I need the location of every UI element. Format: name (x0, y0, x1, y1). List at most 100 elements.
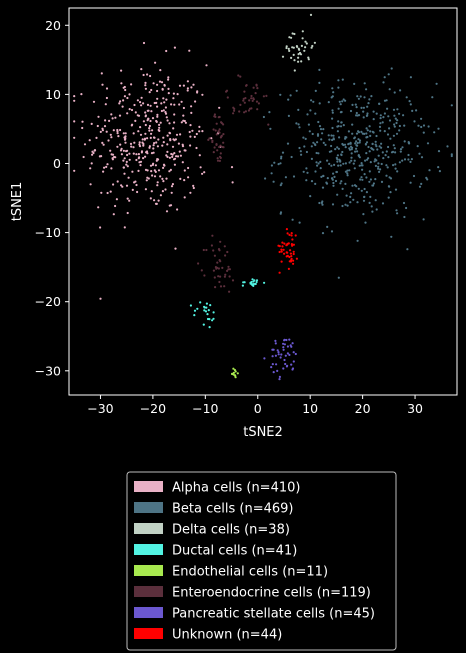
data-point (368, 180, 371, 183)
data-point (357, 187, 360, 190)
data-point (277, 163, 280, 166)
data-point (316, 164, 319, 167)
data-point (119, 143, 122, 146)
data-point (290, 363, 293, 366)
data-point (355, 111, 358, 115)
data-point (348, 169, 351, 172)
data-point (331, 126, 334, 130)
data-point (186, 89, 189, 92)
data-point (153, 142, 156, 145)
data-point (154, 202, 158, 205)
data-point (299, 150, 302, 153)
data-point (173, 163, 176, 166)
data-point (206, 317, 210, 321)
data-point (344, 182, 347, 185)
data-point (116, 180, 119, 183)
data-point (420, 156, 424, 159)
data-point (297, 123, 300, 126)
data-point (399, 150, 402, 153)
data-point (403, 124, 406, 127)
data-point (215, 133, 218, 136)
data-point (146, 109, 149, 112)
data-point (336, 160, 339, 163)
data-point (385, 99, 388, 102)
data-point (152, 144, 155, 147)
data-point (313, 41, 316, 44)
data-point (279, 162, 282, 165)
data-point (165, 116, 168, 119)
data-point (142, 73, 145, 77)
data-point (291, 32, 294, 35)
data-point (114, 116, 117, 119)
data-point (382, 157, 385, 160)
data-point (161, 177, 164, 180)
data-point (112, 213, 115, 216)
data-point (160, 109, 163, 113)
data-point (364, 159, 367, 162)
x-tick-label: −20 (140, 401, 166, 416)
data-point (357, 154, 360, 157)
data-point (112, 129, 115, 132)
data-point (254, 282, 257, 286)
data-point (196, 91, 199, 94)
data-point (217, 267, 220, 270)
data-point (195, 132, 198, 136)
data-point (293, 32, 296, 36)
data-point (82, 155, 85, 159)
data-point (283, 343, 286, 346)
data-point (321, 232, 325, 235)
data-point (109, 133, 112, 136)
data-point (193, 314, 196, 317)
data-point (117, 135, 120, 138)
data-point (389, 137, 392, 140)
data-point (388, 119, 392, 122)
data-point (104, 119, 107, 122)
data-point (318, 68, 321, 71)
data-point (283, 252, 286, 255)
data-point (290, 36, 293, 39)
data-point (170, 103, 173, 106)
x-axis-ticks: −30 −20 −10 0 10 20 30 (87, 395, 423, 416)
data-point (291, 46, 294, 49)
data-point (135, 158, 138, 162)
data-point (309, 13, 313, 16)
data-point (140, 96, 143, 99)
data-point (110, 136, 113, 139)
data-point (204, 310, 208, 313)
data-point (101, 141, 104, 144)
data-point (336, 130, 339, 133)
data-point (291, 218, 294, 221)
data-point (270, 172, 273, 175)
data-point (134, 119, 137, 122)
data-point (409, 160, 412, 163)
data-point (252, 86, 255, 89)
data-point (370, 205, 373, 208)
data-point (172, 97, 175, 100)
data-point (330, 144, 333, 148)
data-point (151, 129, 154, 132)
data-point (292, 259, 295, 262)
data-point (128, 152, 131, 155)
data-point (192, 186, 195, 190)
data-point (290, 345, 293, 348)
data-point (130, 145, 133, 148)
data-point (290, 257, 293, 260)
data-point (99, 226, 102, 229)
data-point (244, 110, 247, 113)
data-point (151, 163, 154, 166)
data-point (111, 158, 114, 161)
data-point (178, 150, 181, 153)
data-point (312, 141, 315, 144)
data-point (169, 139, 172, 142)
data-point (360, 176, 363, 179)
data-point (310, 99, 313, 102)
data-point (148, 91, 151, 94)
data-point (371, 130, 374, 133)
data-point (190, 86, 193, 89)
data-point (122, 99, 125, 102)
data-point (178, 103, 181, 106)
data-point (377, 154, 380, 157)
data-point (135, 153, 138, 156)
data-points (73, 13, 453, 381)
data-point (283, 358, 286, 362)
